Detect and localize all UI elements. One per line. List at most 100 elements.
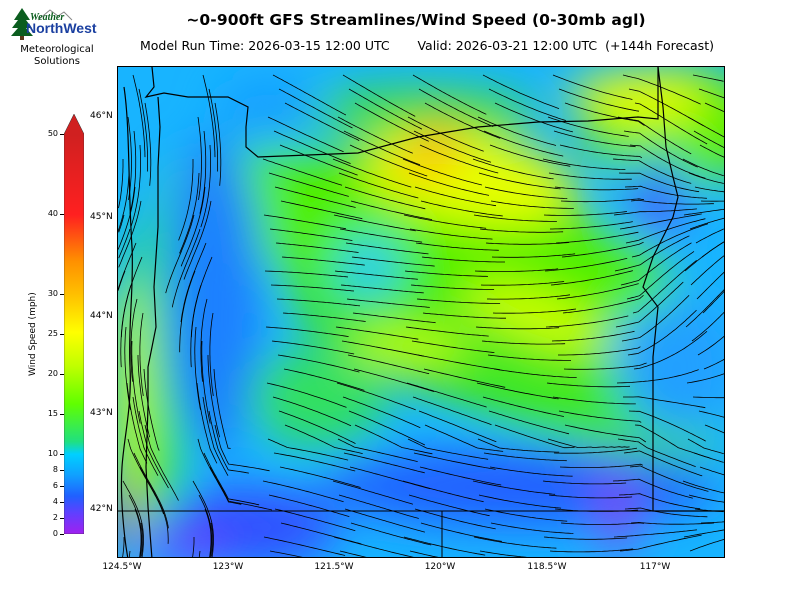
colorbar-tick-mark bbox=[60, 454, 64, 455]
streamline bbox=[419, 466, 502, 486]
streamline bbox=[118, 186, 136, 250]
streamline bbox=[549, 548, 634, 553]
streamline bbox=[547, 438, 630, 449]
streamline bbox=[492, 308, 577, 314]
streamline bbox=[143, 368, 160, 451]
streamline bbox=[683, 208, 724, 216]
streamline bbox=[199, 130, 207, 214]
streamline bbox=[272, 74, 347, 116]
streamline bbox=[487, 354, 571, 361]
streamline bbox=[200, 298, 208, 382]
streamline bbox=[133, 452, 169, 529]
streamline bbox=[626, 251, 695, 300]
streamline bbox=[118, 270, 126, 291]
streamline bbox=[561, 241, 644, 258]
streamline bbox=[180, 242, 207, 323]
streamline bbox=[704, 102, 724, 112]
streamline bbox=[694, 186, 724, 193]
streamline bbox=[344, 186, 426, 210]
lon-label-117: 117°W bbox=[639, 562, 671, 572]
streamline bbox=[623, 396, 706, 409]
map-subtitle: Model Run Time: 2026-03-15 12:00 UTC Val… bbox=[140, 38, 714, 53]
streamline bbox=[138, 410, 169, 489]
streamline bbox=[407, 438, 489, 460]
streamline bbox=[344, 508, 425, 533]
streamline bbox=[127, 438, 164, 515]
streamline bbox=[265, 326, 349, 337]
lon-label-121-5: 121.5°W bbox=[314, 562, 354, 572]
streamline bbox=[554, 186, 639, 191]
streamline bbox=[412, 74, 487, 115]
streamline bbox=[118, 159, 124, 209]
streamline bbox=[213, 368, 231, 449]
streamline bbox=[127, 116, 132, 200]
streamline bbox=[209, 312, 214, 396]
colorbar-tick-label: 0 bbox=[52, 529, 58, 538]
coastline bbox=[120, 86, 133, 557]
model-run-time: Model Run Time: 2026-03-15 12:00 UTC bbox=[140, 38, 390, 53]
streamline bbox=[342, 74, 416, 117]
streamline bbox=[424, 102, 501, 139]
streamline bbox=[415, 242, 499, 251]
streamline bbox=[478, 172, 561, 190]
streamline bbox=[559, 463, 643, 468]
streamline bbox=[277, 354, 360, 373]
streamline bbox=[625, 218, 706, 244]
streamline bbox=[699, 466, 724, 476]
streamline bbox=[332, 480, 414, 505]
streamline bbox=[619, 534, 702, 552]
logo-org-line2: Solutions bbox=[34, 56, 80, 67]
streamline bbox=[563, 362, 647, 370]
streamline bbox=[560, 522, 645, 525]
streamline bbox=[484, 508, 568, 522]
streamline bbox=[190, 284, 202, 368]
streamline bbox=[683, 529, 724, 538]
streamline bbox=[564, 424, 647, 443]
streamline bbox=[144, 424, 179, 501]
streamline bbox=[490, 200, 574, 209]
streamline bbox=[615, 281, 684, 328]
streamline bbox=[338, 494, 419, 519]
streamline bbox=[618, 172, 700, 193]
streamline bbox=[494, 102, 573, 133]
streamline bbox=[337, 438, 418, 462]
colorbar-tick-label: 50 bbox=[47, 129, 58, 138]
streamline bbox=[335, 326, 419, 340]
streamline bbox=[405, 326, 489, 337]
streamline bbox=[262, 158, 343, 186]
streamline bbox=[208, 88, 218, 172]
streamline bbox=[414, 186, 497, 207]
streamline bbox=[269, 228, 353, 241]
streamline bbox=[617, 438, 696, 467]
streamline bbox=[352, 312, 436, 324]
streamline bbox=[556, 283, 639, 300]
streamline bbox=[354, 424, 433, 455]
streamline bbox=[183, 200, 212, 280]
streamline bbox=[198, 494, 213, 557]
streamline bbox=[338, 172, 419, 199]
streamline bbox=[279, 144, 358, 176]
streamline bbox=[346, 298, 430, 308]
streamline bbox=[332, 158, 412, 188]
streamline bbox=[558, 88, 640, 112]
streamline bbox=[559, 144, 643, 159]
streamline bbox=[692, 74, 724, 82]
streamline bbox=[406, 382, 487, 408]
streamline bbox=[408, 494, 490, 517]
streamline bbox=[350, 200, 433, 220]
streamline bbox=[333, 214, 416, 232]
streamline bbox=[402, 158, 482, 186]
streamline bbox=[628, 410, 706, 442]
logo-word-northwest: NorthWest bbox=[26, 20, 97, 36]
streamline bbox=[138, 88, 148, 172]
streamline bbox=[339, 228, 423, 243]
streamline bbox=[144, 102, 152, 186]
streamline bbox=[688, 494, 724, 503]
streamline bbox=[118, 172, 130, 232]
streamline bbox=[698, 88, 724, 99]
streamline bbox=[633, 330, 708, 370]
streamline bbox=[564, 102, 645, 126]
streamline bbox=[487, 294, 571, 300]
logo-org-line1: Meteorological bbox=[20, 44, 94, 55]
streamline bbox=[207, 355, 221, 438]
